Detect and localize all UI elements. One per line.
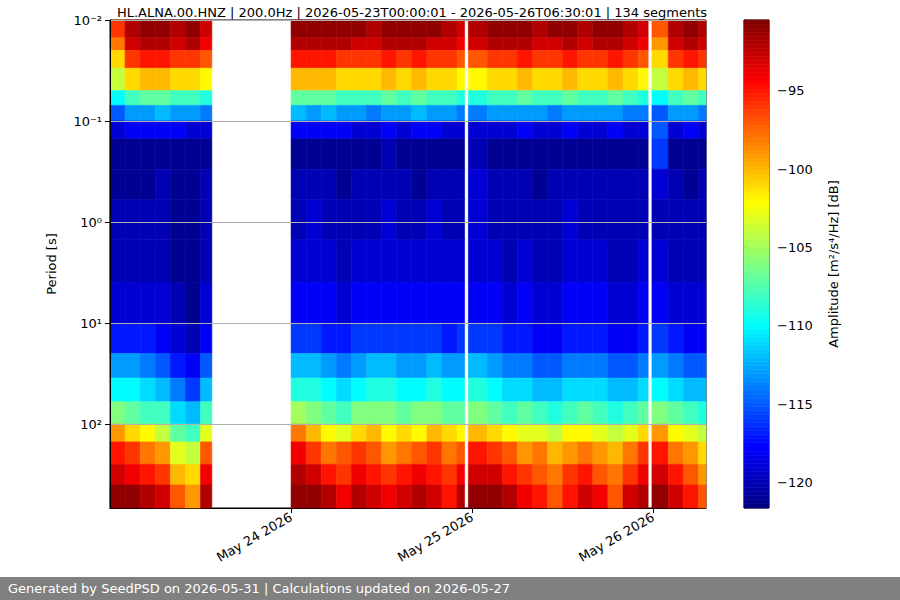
svg-text:HL.ALNA.00.HNZ | 200.0Hz | 202: HL.ALNA.00.HNZ | 200.0Hz | 2026-05-23T00… [117,5,707,20]
svg-text:May 24 2026: May 24 2026 [214,510,295,565]
svg-text:Generated by SeedPSD on 2026-0: Generated by SeedPSD on 2026-05-31 | Cal… [8,581,510,596]
svg-text:−105: −105 [777,240,813,255]
svg-text:10²: 10² [80,417,102,432]
svg-text:May 26 2026: May 26 2026 [576,510,657,565]
svg-text:10⁻¹: 10⁻¹ [73,114,102,129]
svg-text:−110: −110 [777,318,813,333]
svg-text:−120: −120 [777,475,813,490]
svg-text:10⁻²: 10⁻² [73,13,102,28]
svg-text:−100: −100 [777,162,813,177]
svg-text:10¹: 10¹ [80,316,102,331]
svg-text:−95: −95 [777,83,804,98]
svg-text:10⁰: 10⁰ [80,215,102,230]
svg-text:May 25 2026: May 25 2026 [395,510,476,565]
svg-text:Period [s]: Period [s] [44,233,59,295]
svg-text:−115: −115 [777,397,813,412]
svg-text:Amplitude [m²/s⁴/Hz] [dB]: Amplitude [m²/s⁴/Hz] [dB] [826,180,841,348]
